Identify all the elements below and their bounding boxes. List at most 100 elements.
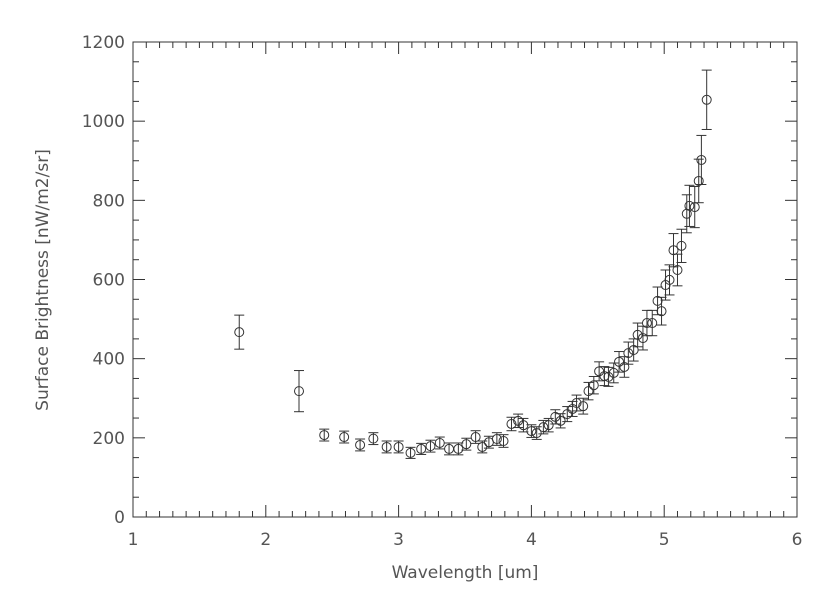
x-tick-label: 1 [128, 530, 139, 550]
marker-circle [623, 348, 634, 359]
data-point [696, 134, 707, 185]
marker-circle [453, 443, 464, 454]
marker-circle [368, 433, 379, 444]
marker-circle [339, 432, 350, 443]
data-point [355, 438, 366, 452]
marker-circle [498, 436, 509, 446]
data-point [668, 233, 679, 268]
marker-circle [619, 361, 630, 372]
plot-frame [132, 41, 798, 518]
marker-circle [294, 386, 304, 397]
marker-circle [543, 420, 554, 431]
marker-circle [693, 175, 704, 186]
marker-circle [355, 439, 366, 450]
data-point [652, 286, 663, 316]
data-point [588, 375, 599, 395]
marker-circle [416, 443, 427, 454]
data-point [614, 351, 625, 373]
marker-circle [425, 441, 436, 452]
data-point [491, 432, 502, 446]
y-axis-label: Surface Brightness [nW/m2/sr] [33, 149, 53, 411]
data-points [234, 69, 712, 459]
data-point [319, 428, 330, 442]
y-tick-label: 200 [93, 429, 125, 449]
data-point [555, 413, 566, 429]
marker-circle [571, 398, 582, 408]
marker-circle [526, 426, 537, 437]
data-point [632, 322, 643, 348]
y-tick-label: 0 [114, 508, 125, 528]
data-point [656, 296, 667, 326]
marker-circle [555, 415, 566, 426]
marker-circle [393, 441, 404, 452]
data-point [608, 362, 619, 384]
marker-circle [477, 441, 488, 452]
data-point [583, 381, 594, 401]
data-point [578, 397, 589, 415]
data-point [594, 361, 605, 382]
x-tick-label: 4 [526, 530, 537, 550]
marker-circle [578, 401, 589, 412]
axes: 1 2 3 4 5 6 0 200 400 600 800 1000 1200 [82, 33, 803, 550]
marker-circle [656, 306, 667, 317]
data-point [294, 370, 304, 413]
marker-circle [641, 318, 652, 329]
marker-circle [381, 441, 392, 452]
data-point [664, 264, 675, 296]
marker-circle [701, 94, 712, 105]
marker-circle [461, 439, 472, 450]
marker-circle [562, 409, 573, 420]
data-point [693, 158, 704, 204]
data-point [538, 419, 549, 435]
data-point [368, 432, 379, 446]
data-point [571, 394, 582, 412]
y-tick-label: 1000 [82, 112, 125, 132]
marker-circle [538, 422, 549, 433]
marker-circle [470, 432, 481, 443]
marker-circle [491, 434, 502, 445]
data-point [676, 228, 687, 263]
marker-circle [672, 265, 683, 275]
y-tick-label: 1200 [82, 33, 125, 53]
marker-circle [684, 200, 695, 211]
x-tick-label: 5 [659, 530, 670, 550]
data-point [647, 309, 658, 337]
x-axis-label: Wavelength [um] [392, 563, 539, 583]
marker-circle [608, 367, 619, 378]
marker-circle [647, 318, 658, 329]
data-point [234, 314, 245, 350]
data-point [425, 439, 436, 453]
marker-circle [696, 154, 707, 165]
data-point [526, 424, 537, 438]
marker-circle [676, 240, 687, 251]
data-point [381, 440, 392, 454]
x-tick-label: 2 [260, 530, 271, 550]
marker-circle [531, 428, 542, 439]
marker-circle [652, 295, 663, 306]
marker-circle [599, 371, 610, 382]
x-tick-label: 3 [393, 530, 404, 550]
y-tick-label: 800 [93, 191, 125, 211]
y-tick-label: 400 [93, 350, 125, 370]
data-point [701, 69, 712, 130]
data-point [681, 194, 692, 234]
data-point [623, 341, 634, 365]
data-point [461, 437, 472, 451]
marker-circle [614, 356, 625, 367]
data-point [393, 440, 404, 454]
data-point [416, 442, 427, 455]
data-point [619, 356, 630, 378]
data-point [477, 440, 488, 454]
data-point [405, 446, 416, 459]
data-point [637, 325, 648, 351]
marker-circle [234, 327, 245, 338]
marker-circle [664, 274, 675, 285]
data-point [684, 184, 695, 227]
marker-circle [668, 245, 679, 256]
marker-circle [632, 329, 643, 340]
marker-circle [637, 333, 648, 344]
marker-circle [583, 386, 594, 397]
data-point [444, 442, 455, 456]
marker-circle [405, 447, 416, 458]
